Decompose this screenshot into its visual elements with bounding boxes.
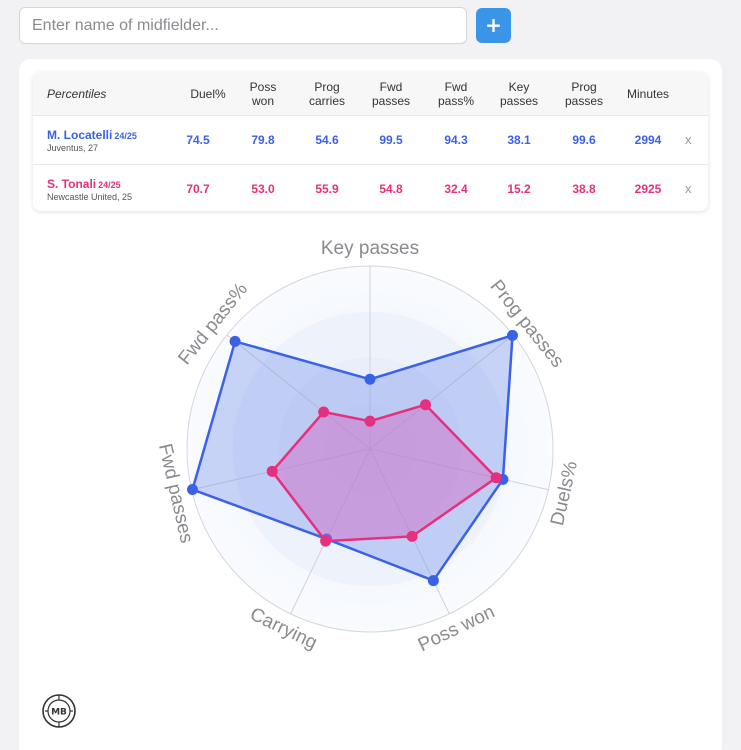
table-header: Percentiles Duel% Poss won Prog carries Fw… xyxy=(33,72,708,116)
data-point xyxy=(229,335,241,347)
data-point xyxy=(364,373,376,385)
table-row: M. Locatelli 24/25 Juventus, 27 74.5 79.8… xyxy=(33,116,708,164)
header-fwd-pass-pct: Fwd pass% xyxy=(437,80,475,108)
cell-prog-passes: 38.8 xyxy=(572,182,596,196)
header-poss-won: Poss won xyxy=(249,80,277,108)
cell-key-passes: 15.2 xyxy=(507,182,531,196)
series-area-1 xyxy=(270,403,498,543)
data-point xyxy=(427,575,439,587)
axis-label: Key passes xyxy=(321,238,419,259)
cell-minutes: 2994 xyxy=(634,133,662,147)
header-minutes: Minutes xyxy=(626,87,670,101)
search-input[interactable] xyxy=(19,7,467,44)
cell-minutes: 2925 xyxy=(634,182,662,196)
cell-fwd-pass-pct: 32.4 xyxy=(444,182,468,196)
cell-poss-won: 53.0 xyxy=(251,182,275,196)
cell-prog-passes: 99.6 xyxy=(572,133,596,147)
player-name[interactable]: M. Locatelli 24/25 xyxy=(47,128,137,142)
cell-fwd-pass-pct: 94.3 xyxy=(444,133,468,147)
radar-spoke xyxy=(226,334,371,450)
player-team: Juventus, 27 xyxy=(47,143,99,153)
logo-text: MB xyxy=(51,708,67,718)
radar-spoke xyxy=(290,448,371,615)
data-point xyxy=(266,465,278,477)
data-point xyxy=(420,399,432,411)
header-fwd-passes: Fwd passes xyxy=(371,80,411,108)
cell-fwd-passes: 54.8 xyxy=(379,182,403,196)
data-point xyxy=(406,530,418,542)
header-prog-carries: Prog carries xyxy=(308,80,345,108)
header-percentiles: Percentiles xyxy=(47,87,107,101)
player-team: Newcastle United, 25 xyxy=(47,192,133,202)
header-duel-pct: Duel% xyxy=(190,87,226,101)
percentiles-table: Percentiles Duel% Poss won Prog carries Fw… xyxy=(33,72,708,211)
cell-poss-won: 79.8 xyxy=(251,133,275,147)
data-point xyxy=(364,415,376,427)
search-row: + xyxy=(19,7,511,44)
cell-fwd-passes: 99.5 xyxy=(379,133,403,147)
cell-duel-pct: 70.7 xyxy=(186,182,210,196)
radar-spoke xyxy=(369,448,549,491)
data-point xyxy=(490,472,502,484)
data-point xyxy=(186,484,198,496)
series-area-0 xyxy=(191,334,514,582)
header-key-passes: Key passes xyxy=(499,80,539,108)
table-row: S. Tonali 24/25 Newcastle United, 25 70.7… xyxy=(33,164,708,211)
header-prog-passes: Prog passes xyxy=(564,80,604,108)
logo-icon: MB xyxy=(42,694,76,728)
cell-prog-carries: 55.9 xyxy=(315,182,339,196)
radar-series xyxy=(186,329,519,587)
remove-player-button[interactable]: x xyxy=(685,181,692,196)
data-point xyxy=(507,329,519,341)
cell-duel-pct: 74.5 xyxy=(186,133,210,147)
remove-player-button[interactable]: x xyxy=(685,132,692,147)
data-point xyxy=(318,406,330,418)
add-player-button[interactable]: + xyxy=(476,8,511,43)
cell-prog-carries: 54.6 xyxy=(315,133,339,147)
main-card: Percentiles Duel% Poss won Prog carries Fw… xyxy=(19,59,722,750)
player-name[interactable]: S. Tonali 24/25 xyxy=(47,177,121,191)
radar-spoke xyxy=(369,334,514,450)
radar-spoke xyxy=(191,448,371,491)
cell-key-passes: 38.1 xyxy=(507,133,531,147)
data-point xyxy=(320,535,332,547)
